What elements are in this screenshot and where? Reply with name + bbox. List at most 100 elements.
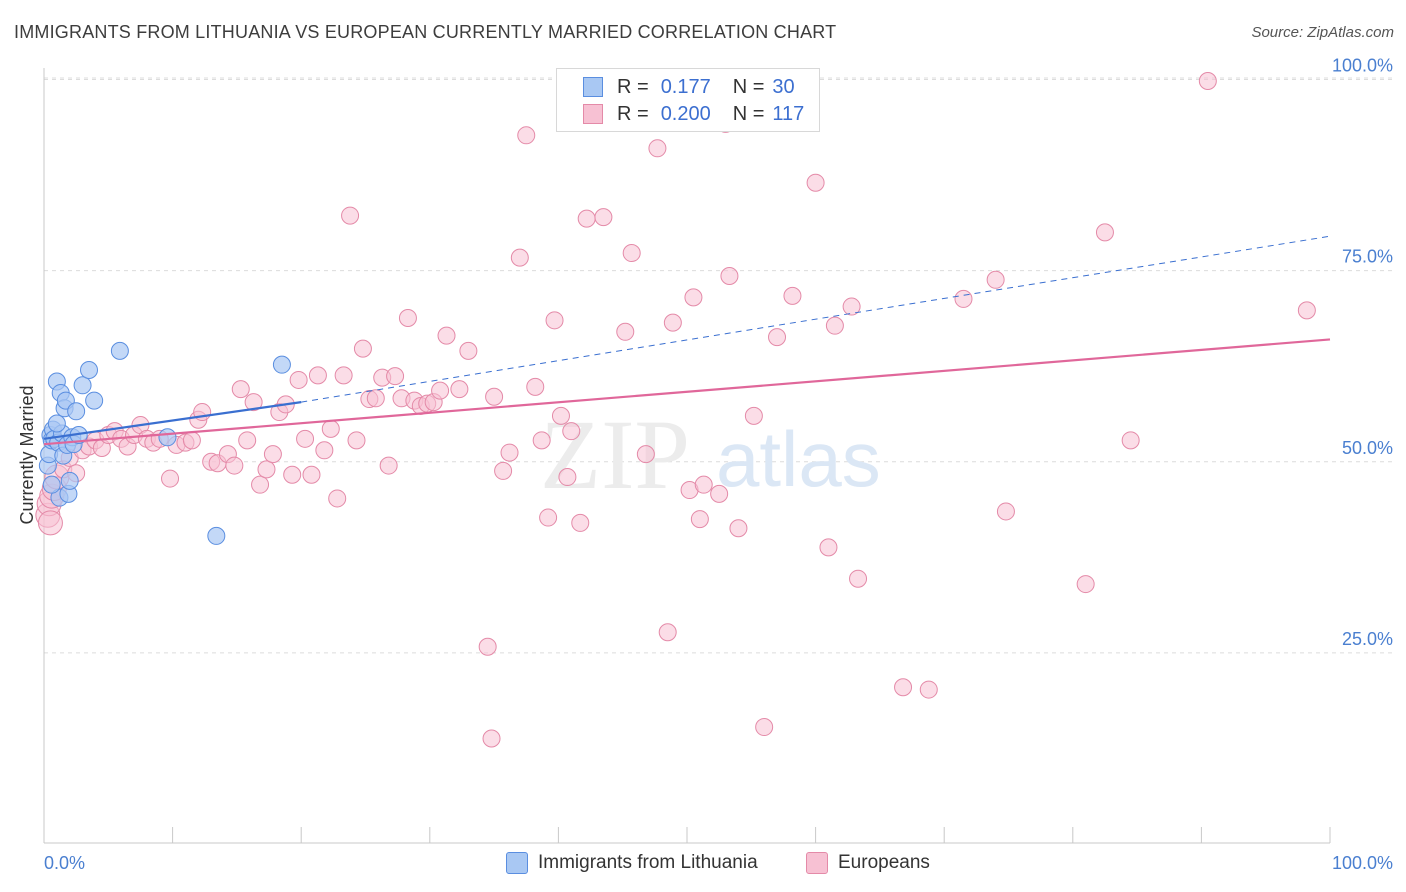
x-tick-label-max: 100.0% — [1332, 853, 1393, 873]
europeans-point — [161, 469, 180, 488]
europeans-point — [296, 429, 315, 448]
europeans-point — [510, 248, 529, 267]
europeans-point — [321, 419, 340, 438]
series-legend: Immigrants from Lithuania Europeans — [0, 852, 1406, 878]
europeans-point — [729, 519, 748, 538]
y-axis-label: Currently Married — [17, 385, 37, 524]
europeans-point — [494, 461, 513, 480]
europeans-point — [996, 502, 1015, 521]
series-label-lithuania: Immigrants from Lithuania — [538, 852, 758, 873]
europeans-point — [819, 538, 838, 557]
europeans-point — [558, 468, 577, 487]
europeans-point — [720, 266, 739, 285]
trend-lines — [43, 235, 1331, 446]
europeans-point — [334, 366, 353, 385]
europeans-point — [986, 270, 1005, 289]
europeans-point — [919, 680, 938, 699]
watermark: ZIP atlas — [540, 399, 881, 510]
europeans-point — [450, 380, 469, 399]
europeans-point — [289, 370, 308, 389]
europeans-point — [225, 456, 244, 475]
europeans-point — [182, 431, 201, 450]
europeans-trend-line — [43, 338, 1331, 446]
lithuania-point — [272, 355, 291, 374]
legend-n-label: N = — [732, 75, 765, 98]
x-tick-label-min: 0.0% — [44, 853, 85, 873]
legend-n-label: N = — [732, 102, 765, 125]
europeans-point — [379, 456, 398, 475]
europeans-point — [1076, 575, 1095, 594]
europeans-point — [1297, 301, 1316, 320]
y-tick-label: 75.0% — [1342, 247, 1393, 267]
lithuania-point — [60, 471, 79, 490]
series-swatch-pink — [806, 852, 828, 874]
y-tick-label: 100.0% — [1332, 56, 1393, 76]
lithuania-point — [80, 361, 99, 380]
europeans-point — [328, 489, 347, 508]
europeans-point — [302, 465, 321, 484]
europeans-point — [1121, 431, 1140, 450]
europeans-point — [263, 445, 282, 464]
lithuania-trend-line — [43, 401, 302, 440]
legend-r-value: 0.200 — [660, 102, 711, 125]
source-credit: Source: ZipAtlas.com — [1251, 24, 1394, 41]
legend-n-value: 117 — [772, 102, 805, 125]
europeans-point — [616, 322, 635, 341]
europeans-point — [37, 510, 63, 536]
lithuania-trend-extension — [301, 235, 1331, 403]
europeans-point — [545, 311, 564, 330]
europeans-point — [690, 510, 709, 529]
europeans-point — [562, 422, 581, 441]
legend-row-europeans: R = 0.200 N = 117 — [583, 101, 804, 127]
europeans-point — [684, 288, 703, 307]
europeans-point — [231, 380, 250, 399]
europeans-point — [347, 431, 366, 450]
europeans-point — [500, 443, 519, 462]
lithuania-point — [110, 341, 129, 360]
lithuania-point — [158, 428, 177, 447]
europeans-point — [398, 309, 417, 328]
europeans-point — [894, 678, 913, 697]
europeans-point — [571, 513, 590, 532]
legend-row-lithuania: R = 0.177 N = 30 — [583, 74, 795, 100]
lithuania-point — [73, 376, 92, 395]
europeans-point — [517, 126, 536, 145]
europeans-point — [251, 475, 270, 494]
europeans-point — [1198, 72, 1217, 91]
europeans-point — [459, 341, 478, 360]
lithuania-point — [67, 402, 86, 421]
europeans-point — [431, 381, 450, 400]
europeans-point — [386, 367, 405, 386]
europeans-point — [366, 389, 385, 408]
europeans-point — [577, 209, 596, 228]
legend-r-label: R = — [617, 102, 649, 125]
lithuania-point — [47, 414, 66, 433]
europeans-point — [315, 441, 334, 460]
europeans-point — [636, 445, 655, 464]
europeans-point — [257, 460, 276, 479]
europeans-point — [478, 637, 497, 656]
europeans-point — [783, 286, 802, 305]
europeans-point — [532, 431, 551, 450]
europeans-point — [622, 244, 641, 263]
y-tick-labels: 25.0% 50.0% 75.0% 100.0% — [1332, 56, 1393, 649]
europeans-point — [806, 173, 825, 192]
europeans-point — [694, 475, 713, 494]
chart-title: IMMIGRANTS FROM LITHUANIA VS EUROPEAN CU… — [14, 22, 837, 42]
europeans-point — [485, 387, 504, 406]
europeans-point — [663, 313, 682, 332]
europeans-point — [437, 326, 456, 345]
europeans-point — [954, 289, 973, 308]
legend-r-label: R = — [617, 75, 649, 98]
europeans-point — [768, 328, 787, 347]
lithuania-point — [85, 391, 104, 410]
europeans-point — [1095, 223, 1114, 242]
lithuania-point — [42, 475, 61, 494]
europeans-point — [744, 406, 763, 425]
europeans-point — [594, 208, 613, 227]
y-tick-label: 50.0% — [1342, 438, 1393, 458]
series-legend-lithuania: Immigrants from Lithuania — [506, 852, 758, 874]
europeans-point — [283, 465, 302, 484]
europeans-point — [482, 729, 501, 748]
